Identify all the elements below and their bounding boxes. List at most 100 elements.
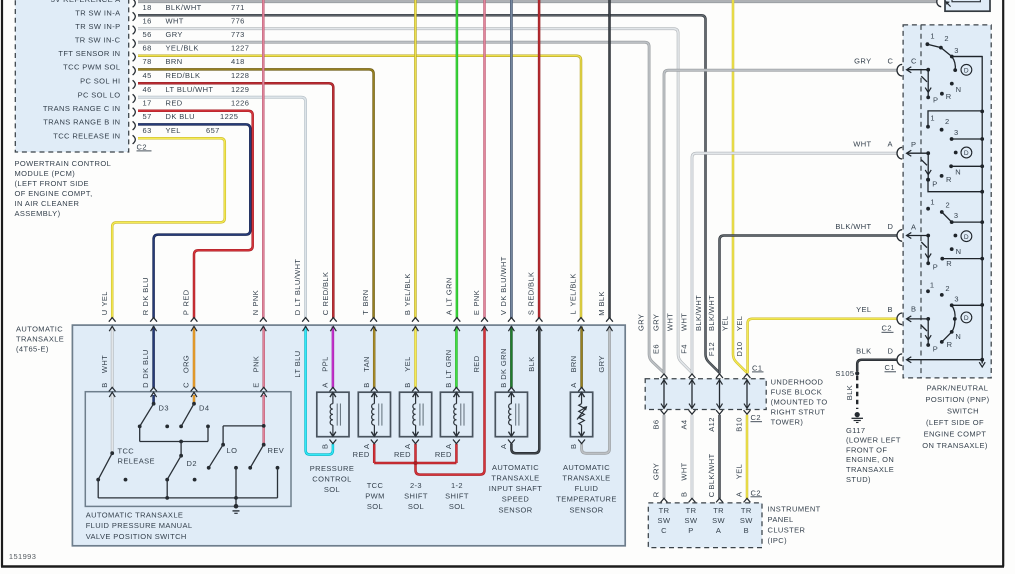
svg-text:B: B: [100, 382, 109, 387]
svg-text:B: B: [321, 444, 330, 449]
svg-text:C2: C2: [137, 142, 147, 151]
svg-text:RED: RED: [182, 289, 191, 306]
svg-text:BLK: BLK: [597, 291, 606, 306]
svg-text:STUD): STUD): [846, 475, 871, 484]
svg-text:GRY: GRY: [652, 314, 661, 331]
svg-text:RED: RED: [394, 450, 411, 459]
svg-text:YEL: YEL: [735, 464, 744, 479]
svg-text:TR: TR: [686, 506, 697, 515]
svg-text:GRY: GRY: [652, 463, 661, 480]
svg-text:ENGINE, ON: ENGINE, ON: [846, 455, 894, 464]
svg-text:D: D: [888, 346, 894, 355]
svg-text:LT BLU/WHT: LT BLU/WHT: [166, 85, 214, 94]
svg-text:TOWER): TOWER): [771, 418, 804, 427]
svg-text:V: V: [499, 310, 508, 315]
svg-text:18: 18: [143, 3, 152, 12]
svg-text:PNK: PNK: [472, 290, 481, 307]
svg-text:DK BLU: DK BLU: [141, 349, 150, 379]
svg-text:IN AIR CLEANER: IN AIR CLEANER: [15, 199, 80, 208]
svg-text:D: D: [964, 234, 969, 241]
svg-text:BLK: BLK: [856, 346, 871, 355]
svg-text:BRN: BRN: [166, 57, 183, 66]
svg-text:A: A: [444, 444, 453, 449]
svg-text:PC SOL LO: PC SOL LO: [78, 90, 121, 99]
svg-text:SW: SW: [712, 516, 725, 525]
svg-text:C2: C2: [882, 324, 892, 333]
svg-text:A4: A4: [680, 420, 689, 430]
svg-text:C1: C1: [752, 363, 762, 372]
svg-text:SW: SW: [658, 516, 671, 525]
svg-text:TRANSAXLE: TRANSAXLE: [562, 474, 610, 483]
svg-text:TR SW IN-A: TR SW IN-A: [75, 8, 120, 17]
svg-text:776: 776: [231, 17, 245, 26]
svg-text:VALVE POSITION SWITCH: VALVE POSITION SWITCH: [86, 532, 187, 541]
svg-text:1: 1: [930, 281, 935, 290]
svg-text:773: 773: [231, 30, 245, 39]
svg-text:A: A: [499, 444, 508, 449]
svg-text:AUTOMATIC: AUTOMATIC: [492, 463, 539, 472]
svg-text:P: P: [933, 96, 938, 105]
svg-text:R: R: [947, 340, 953, 349]
svg-text:AUTOMATIC: AUTOMATIC: [16, 325, 63, 334]
svg-text:BLK/WHT: BLK/WHT: [707, 453, 716, 489]
svg-text:WHT: WHT: [100, 355, 109, 373]
svg-text:P: P: [933, 345, 938, 354]
svg-text:GRY: GRY: [166, 30, 183, 39]
svg-text:D3: D3: [159, 404, 169, 413]
svg-text:(LOWER LEFT: (LOWER LEFT: [846, 436, 901, 445]
svg-text:YEL/BLK: YEL/BLK: [569, 273, 578, 306]
svg-text:P: P: [688, 526, 693, 535]
svg-text:U: U: [100, 309, 109, 315]
svg-text:N: N: [956, 85, 962, 94]
svg-text:45: 45: [143, 71, 152, 80]
svg-text:(IPC): (IPC): [768, 536, 788, 545]
svg-text:WHT: WHT: [166, 17, 184, 26]
svg-text:TR: TR: [659, 506, 670, 515]
svg-text:ASSEMBLY): ASSEMBLY): [15, 209, 61, 218]
svg-text:D: D: [141, 382, 150, 388]
svg-text:151993: 151993: [9, 552, 36, 561]
svg-text:16: 16: [143, 17, 152, 26]
svg-text:GRY: GRY: [854, 57, 871, 66]
svg-text:A: A: [888, 140, 893, 149]
svg-text:78: 78: [143, 57, 152, 66]
svg-text:SW: SW: [685, 516, 698, 525]
svg-text:ON TRANSAXLE): ON TRANSAXLE): [922, 441, 988, 450]
svg-text:FUSE BLOCK: FUSE BLOCK: [771, 388, 823, 397]
svg-text:TR SW IN-C: TR SW IN-C: [75, 35, 121, 44]
svg-text:BLK/WHT: BLK/WHT: [835, 222, 871, 231]
svg-text:F12: F12: [707, 342, 716, 356]
svg-text:C: C: [182, 382, 191, 388]
svg-text:B: B: [680, 492, 689, 497]
svg-text:TCC: TCC: [367, 481, 384, 490]
svg-text:YEL: YEL: [166, 126, 181, 135]
svg-text:TAN: TAN: [362, 356, 371, 372]
svg-text:RED/BLK: RED/BLK: [166, 71, 201, 80]
svg-text:SOL: SOL: [367, 502, 383, 511]
svg-text:SHIFT: SHIFT: [404, 491, 428, 500]
svg-text:B: B: [403, 382, 412, 387]
svg-text:A: A: [362, 444, 371, 449]
svg-text:PPL: PPL: [321, 356, 330, 371]
svg-text:3: 3: [954, 211, 959, 220]
svg-text:B: B: [911, 304, 916, 313]
svg-text:PC SOL HI: PC SOL HI: [80, 76, 120, 85]
svg-text:2: 2: [945, 284, 950, 293]
svg-text:RED: RED: [166, 99, 183, 108]
svg-text:B6: B6: [652, 420, 661, 430]
svg-text:1226: 1226: [231, 99, 249, 108]
svg-text:INPUT SHAFT: INPUT SHAFT: [489, 484, 542, 493]
svg-text:E: E: [251, 382, 260, 387]
svg-text:POSITION (PNP): POSITION (PNP): [926, 395, 990, 404]
svg-text:P: P: [932, 180, 937, 189]
svg-text:C: C: [707, 491, 716, 497]
svg-text:INSTRUMENT: INSTRUMENT: [768, 505, 821, 514]
svg-text:L: L: [569, 310, 578, 315]
svg-text:ENGINE COMPT: ENGINE COMPT: [924, 429, 987, 438]
svg-text:SENSOR: SENSOR: [498, 505, 532, 514]
svg-text:A: A: [735, 492, 744, 497]
svg-text:YEL: YEL: [735, 316, 744, 331]
svg-text:C1: C1: [885, 363, 895, 372]
svg-text:D: D: [964, 315, 969, 322]
svg-text:TR: TR: [741, 506, 752, 515]
